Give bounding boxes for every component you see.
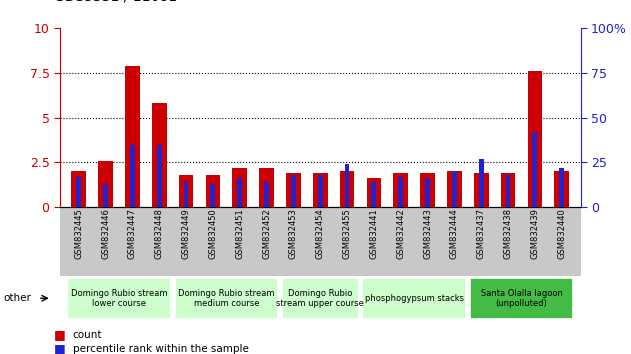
Bar [345, 164, 350, 207]
Bar [286, 173, 301, 207]
Bar [398, 177, 403, 207]
Bar [98, 161, 113, 207]
Bar [559, 168, 564, 207]
Bar [505, 175, 510, 207]
Bar [211, 184, 215, 207]
Bar [76, 177, 81, 207]
Bar [206, 175, 220, 207]
Bar [152, 103, 167, 207]
Text: Domingo Rubio stream
lower course: Domingo Rubio stream lower course [71, 289, 167, 308]
Bar [500, 173, 516, 207]
Bar [125, 66, 140, 207]
Bar [157, 144, 162, 207]
Text: Santa Olalla lagoon
(unpolluted): Santa Olalla lagoon (unpolluted) [481, 289, 562, 308]
Text: ■: ■ [54, 342, 66, 354]
Bar [479, 159, 483, 207]
Bar [367, 178, 381, 207]
Text: count: count [73, 330, 102, 339]
Bar [232, 168, 247, 207]
Bar [452, 171, 457, 207]
Bar [339, 171, 355, 207]
Bar [259, 168, 274, 207]
Bar [372, 182, 376, 207]
Text: Domingo Rubio stream
medium course: Domingo Rubio stream medium course [178, 289, 274, 308]
Bar [318, 175, 322, 207]
Bar [313, 173, 327, 207]
Text: percentile rank within the sample: percentile rank within the sample [73, 344, 249, 354]
Bar [184, 182, 189, 207]
Bar [237, 178, 242, 207]
Bar [528, 71, 542, 207]
Bar [555, 171, 569, 207]
Bar [393, 173, 408, 207]
Bar [103, 184, 108, 207]
Bar [291, 175, 296, 207]
Bar [533, 132, 538, 207]
Text: Domingo Rubio
stream upper course: Domingo Rubio stream upper course [276, 289, 364, 308]
Text: phosphogypsum stacks: phosphogypsum stacks [365, 294, 464, 303]
Bar [130, 144, 135, 207]
Bar [447, 171, 462, 207]
Bar [420, 173, 435, 207]
Bar [474, 173, 488, 207]
Bar [264, 182, 269, 207]
Bar [179, 175, 194, 207]
Bar [71, 171, 86, 207]
Text: other: other [3, 293, 31, 303]
Text: ■: ■ [54, 328, 66, 341]
Text: GDS5331 / 11681: GDS5331 / 11681 [54, 0, 177, 4]
Bar [425, 178, 430, 207]
